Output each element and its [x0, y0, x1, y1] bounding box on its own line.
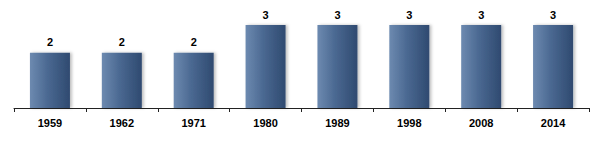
svg-text:2: 2	[191, 36, 197, 48]
svg-text:1980: 1980	[253, 117, 277, 129]
svg-text:3: 3	[334, 9, 340, 21]
svg-text:2: 2	[119, 36, 125, 48]
svg-text:3: 3	[263, 9, 269, 21]
svg-text:1962: 1962	[110, 117, 134, 129]
svg-text:3: 3	[406, 9, 412, 21]
svg-text:1998: 1998	[397, 117, 421, 129]
svg-text:2008: 2008	[469, 117, 493, 129]
svg-text:3: 3	[478, 9, 484, 21]
svg-text:2: 2	[47, 36, 53, 48]
svg-text:2014: 2014	[541, 117, 566, 129]
svg-text:3: 3	[550, 9, 556, 21]
svg-text:1959: 1959	[38, 117, 62, 129]
svg-text:1971: 1971	[181, 117, 205, 129]
svg-text:1989: 1989	[325, 117, 349, 129]
